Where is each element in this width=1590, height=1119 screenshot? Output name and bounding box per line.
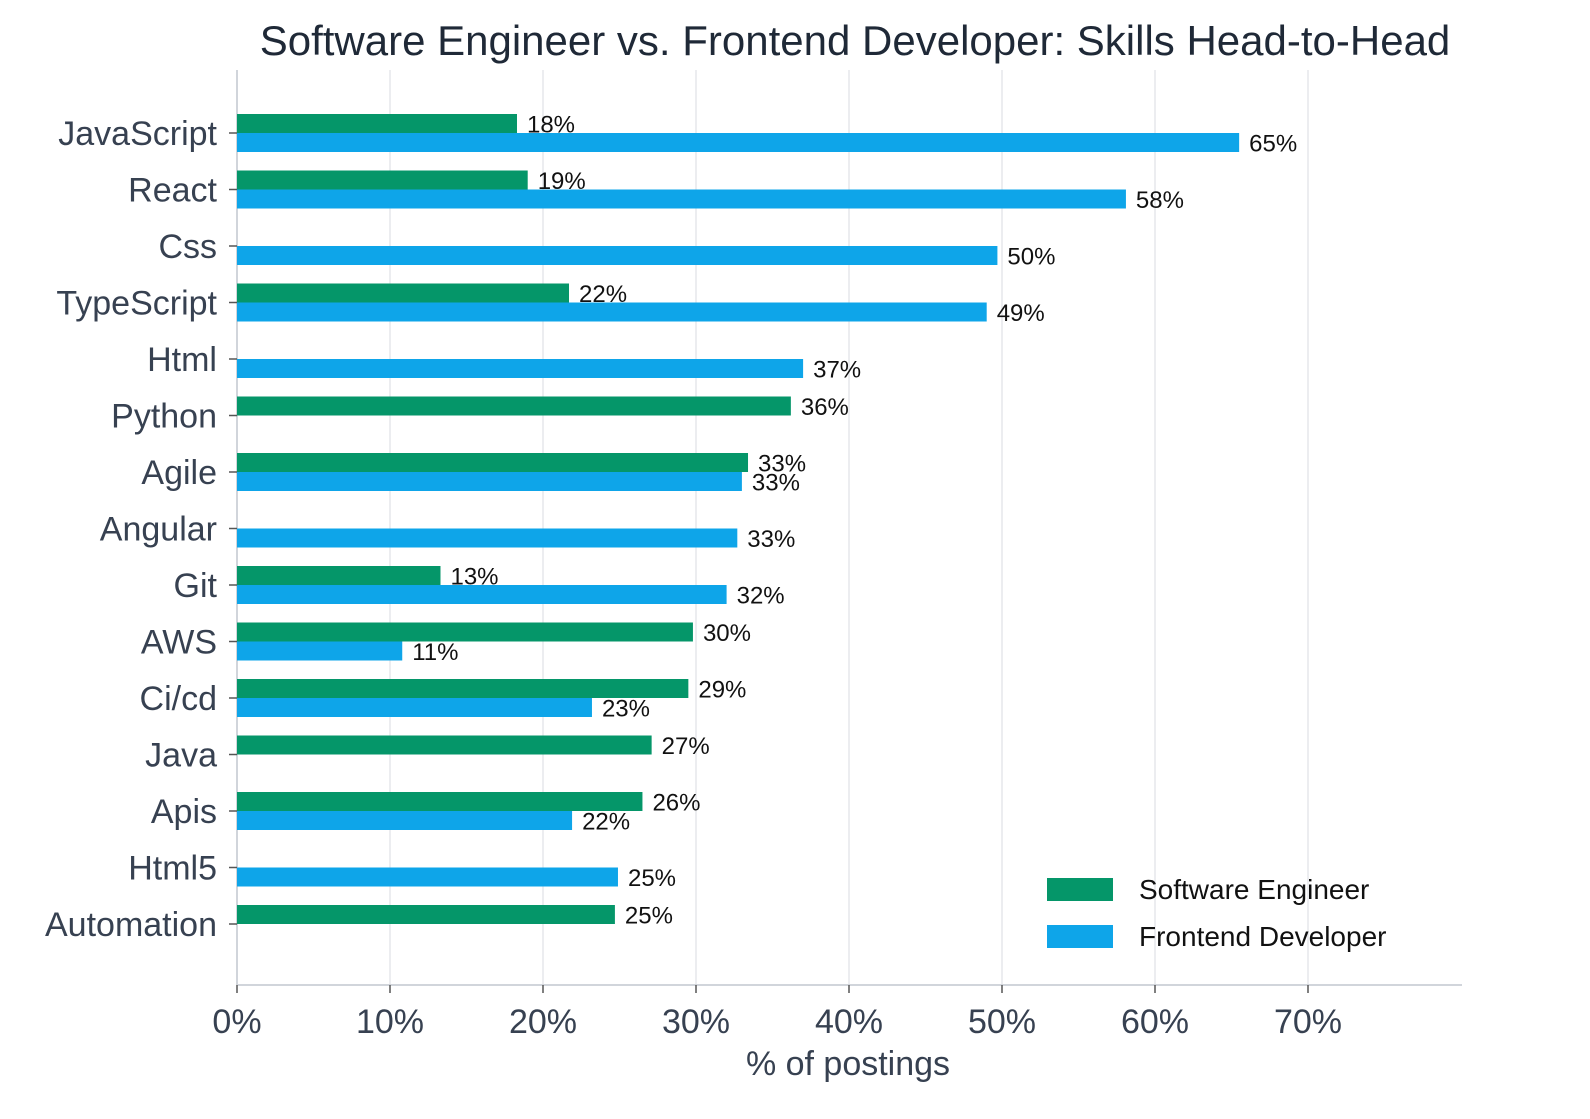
bar	[237, 396, 791, 416]
data-label: 37%	[813, 357, 861, 384]
bar	[237, 698, 592, 717]
bar	[237, 453, 749, 472]
x-tick-label: 40%	[815, 1003, 883, 1041]
category-label: Agile	[141, 454, 217, 492]
bar	[237, 528, 738, 548]
category-label: Python	[111, 398, 217, 436]
category-labels: JavaScript React Css TypeScript Html Python Ag…	[45, 115, 237, 944]
x-tick-label: 60%	[1121, 1003, 1189, 1041]
data-label: 32%	[737, 583, 785, 610]
data-label: 33%	[747, 526, 795, 553]
data-label: 11%	[412, 639, 458, 666]
data-label: 50%	[1007, 244, 1055, 271]
data-label: 22%	[582, 809, 630, 836]
x-tick-label: 50%	[968, 1003, 1036, 1041]
bar	[237, 585, 727, 604]
bar	[237, 792, 643, 811]
x-tick-label: 20%	[509, 1003, 577, 1041]
category-label: Java	[145, 737, 217, 775]
bar	[237, 133, 1240, 152]
legend-swatch	[1047, 925, 1113, 948]
bar	[237, 359, 804, 378]
category-label: Ci/cd	[140, 680, 217, 718]
category-label: Css	[158, 228, 217, 266]
x-tick-label: 30%	[662, 1003, 730, 1041]
bar	[237, 566, 441, 585]
legend-label: Software Engineer	[1139, 874, 1369, 905]
data-label: 25%	[628, 865, 676, 892]
category-label: AWS	[141, 624, 217, 662]
data-label: 33%	[758, 451, 806, 478]
x-ticks: 0% 10% 20% 30% 40% 50% 60% 70%	[212, 985, 1342, 1041]
chart-title: Software Engineer vs. Frontend Developer…	[260, 17, 1451, 64]
data-label: 25%	[625, 903, 673, 930]
data-label: 49%	[997, 300, 1045, 327]
bar	[237, 189, 1126, 209]
bar	[237, 905, 615, 924]
category-label: Automation	[45, 906, 217, 944]
data-label: 27%	[662, 733, 710, 760]
bar	[237, 867, 618, 887]
bar	[237, 283, 570, 303]
category-label: React	[128, 172, 217, 210]
bar	[237, 114, 517, 133]
bar	[237, 735, 652, 755]
legend-label: Frontend Developer	[1139, 921, 1386, 952]
x-tick-label: 0%	[212, 1003, 261, 1041]
data-label: 26%	[652, 790, 700, 817]
grid	[236, 70, 1309, 985]
bars: 18%65%19%58%50%22%49%37%36%33%33%33%13%3…	[237, 112, 1297, 930]
category-label: Html	[147, 341, 217, 379]
category-label: Html5	[128, 850, 217, 888]
category-label: TypeScript	[56, 285, 217, 323]
legend: Software Engineer Frontend Developer	[1047, 874, 1386, 952]
bar	[237, 302, 987, 322]
bar	[237, 170, 528, 190]
legend-swatch	[1047, 878, 1113, 901]
bar	[237, 641, 403, 661]
bar	[237, 679, 689, 698]
data-label: 23%	[602, 696, 650, 723]
category-label: Git	[174, 567, 218, 605]
data-label: 58%	[1136, 187, 1184, 214]
x-axis-label: % of postings	[746, 1045, 950, 1083]
data-label: 33%	[752, 470, 800, 497]
bar	[237, 246, 998, 265]
bar	[237, 472, 742, 491]
category-label: JavaScript	[58, 115, 217, 153]
data-label: 65%	[1249, 131, 1297, 158]
x-tick-label: 10%	[356, 1003, 424, 1041]
data-label: 30%	[703, 620, 751, 647]
data-label: 36%	[801, 394, 849, 421]
data-label: 29%	[698, 677, 746, 704]
bar	[237, 811, 573, 830]
bar	[237, 622, 693, 642]
category-label: Angular	[100, 511, 217, 549]
x-tick-label: 70%	[1274, 1003, 1342, 1041]
category-label: Apis	[151, 793, 217, 831]
